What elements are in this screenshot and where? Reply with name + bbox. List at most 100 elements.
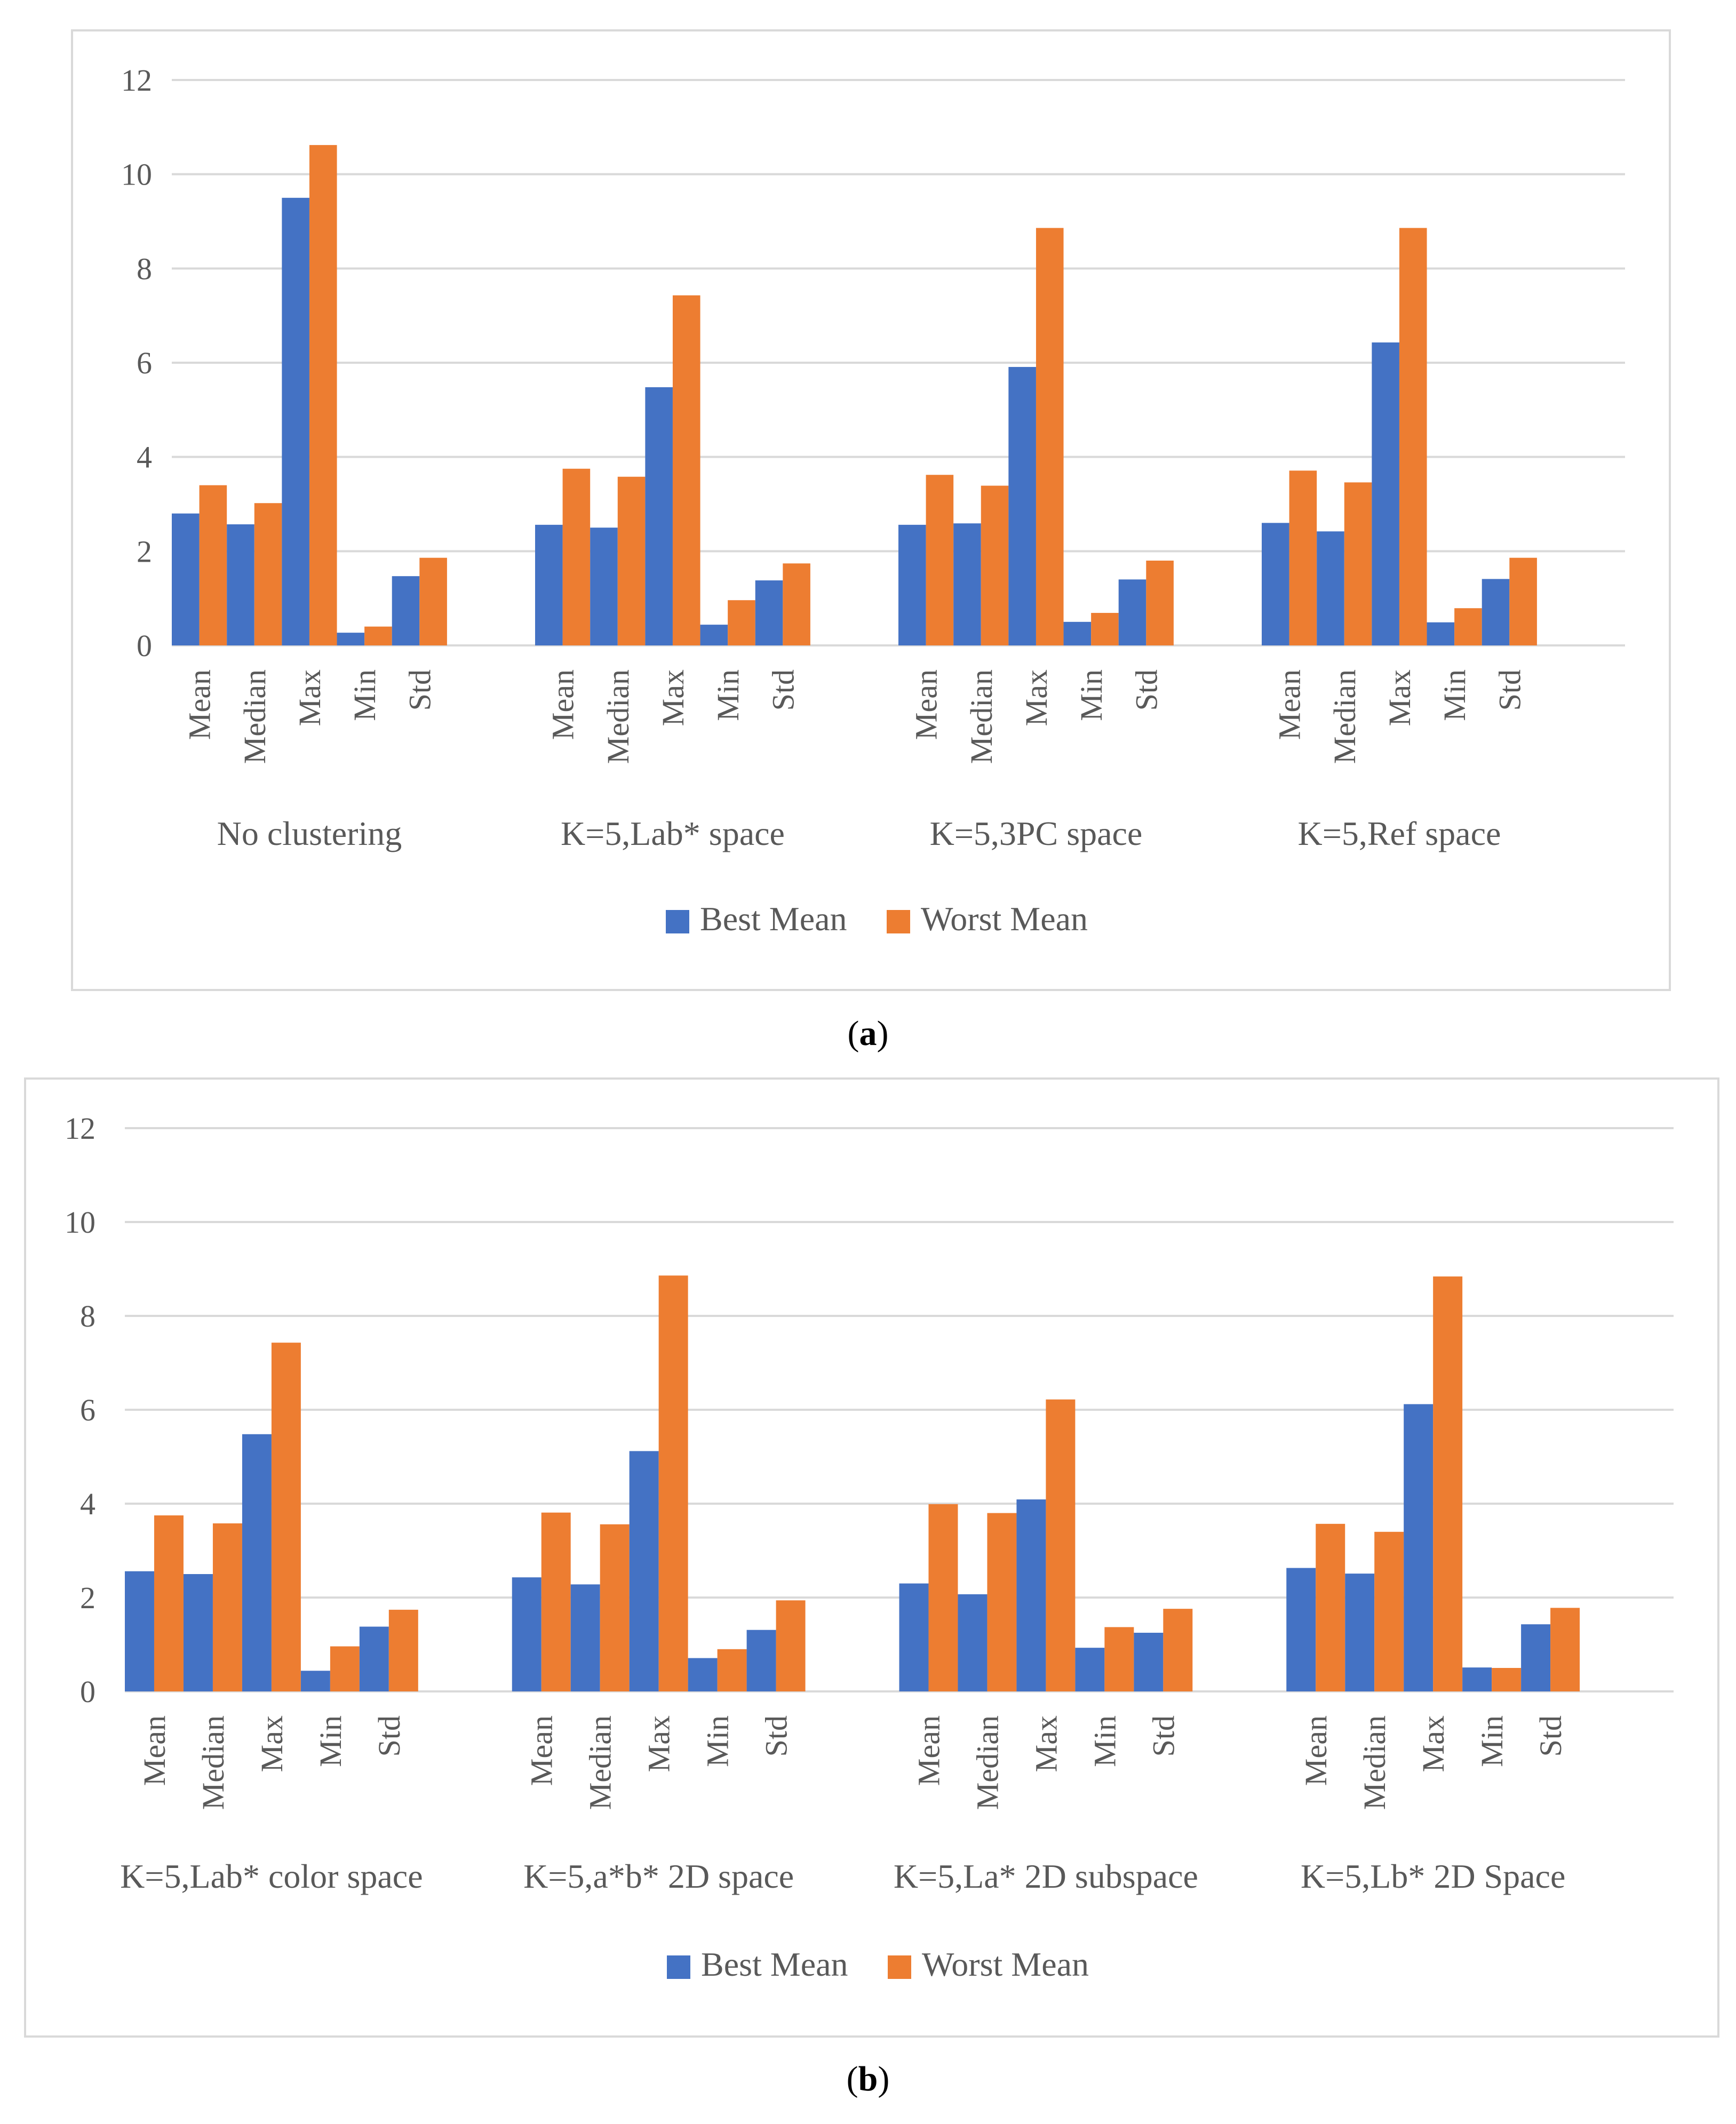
x-category-label: Std (1492, 669, 1527, 710)
x-category-label: Mean (1299, 1715, 1333, 1786)
legend-swatch-worst (888, 1955, 911, 1979)
bar-worst-mean (600, 1524, 630, 1691)
x-category-label: Min (1475, 1715, 1509, 1767)
x-category-label: Min (1074, 669, 1109, 721)
legend-label-best: Best Mean (701, 1945, 848, 1983)
legend-swatch-worst (887, 910, 910, 933)
y-tick-label: 2 (80, 1580, 95, 1615)
x-group-label: K=5,Ref space (1298, 815, 1501, 852)
x-category-label: Std (372, 1715, 407, 1756)
x-category-label: Mean (546, 669, 580, 740)
chart-panel-b: 0 2 4 6 8 10 12 Mean Median Max Min Std K=5,Lab* col… (24, 1077, 1719, 2038)
bar-best-mean (899, 1583, 929, 1691)
x-category-label: Max (1019, 669, 1054, 726)
legend-label-worst: Worst Mean (921, 900, 1088, 938)
bar-best-mean (645, 387, 673, 645)
bar-best-mean (1427, 622, 1455, 645)
bar-worst-mean (1316, 1523, 1345, 1691)
x-category-label: Std (1129, 669, 1164, 710)
bar-best-mean (512, 1577, 541, 1691)
caption-b: (b) (846, 2059, 890, 2098)
bar-best-mean (1286, 1568, 1316, 1691)
x-group-label: K=5,a*b* 2D space (523, 1857, 794, 1895)
bar-best-mean (1482, 579, 1510, 645)
bar-worst-mean (330, 1646, 360, 1691)
bar-best-mean (1016, 1499, 1046, 1691)
bar-worst-mean (154, 1515, 184, 1691)
bar-best-mean (570, 1584, 600, 1691)
bar-best-mean (535, 524, 563, 645)
bar-worst-mean (541, 1512, 571, 1691)
y-tick-label: 6 (80, 1393, 95, 1427)
bar-worst-mean (783, 563, 810, 645)
bar-worst-mean (776, 1600, 806, 1691)
legend-label-best: Best Mean (700, 900, 847, 938)
x-category-label: Min (711, 669, 745, 721)
caption-b-letter: b (858, 2059, 878, 2098)
bar-worst-mean (1550, 1608, 1580, 1691)
bar-worst-mean (419, 557, 447, 645)
caption-a-letter: a (859, 1014, 877, 1053)
bar-worst-mean (1433, 1276, 1463, 1691)
x-category-label: Mean (137, 1715, 172, 1786)
bar-worst-mean (1374, 1531, 1404, 1691)
bar-best-mean (172, 513, 200, 645)
bar-best-mean (359, 1626, 389, 1691)
bar-best-mean (1404, 1404, 1434, 1691)
x-category-label: Median (970, 1715, 1005, 1810)
bar-worst-mean (212, 1523, 242, 1691)
chart-a: 0 2 4 6 8 10 12 Mean Median Max Min Std No clusterin… (121, 63, 1625, 938)
bar-worst-mean (987, 1513, 1017, 1691)
bar-best-mean (958, 1594, 988, 1691)
bar-worst-mean (658, 1275, 688, 1691)
bar-best-mean (898, 524, 926, 645)
bar-best-mean (1462, 1667, 1492, 1691)
x-category-label: Median (237, 669, 272, 764)
x-category-label: Median (196, 1715, 230, 1810)
bar-best-mean (337, 633, 365, 645)
x-category-label: Min (347, 669, 382, 721)
bar-best-mean (1521, 1624, 1551, 1691)
legend: Best Mean Worst Mean (667, 1945, 1089, 1983)
x-category-label: Median (1327, 669, 1362, 764)
y-tick-label: 0 (80, 1674, 95, 1709)
x-category-label: Mean (909, 669, 944, 740)
bar-worst-mean (271, 1343, 301, 1691)
x-category-label: Max (1382, 669, 1417, 726)
x-category-label: Mean (1272, 669, 1307, 740)
x-category-label: Max (1416, 1715, 1451, 1772)
x-category-label: Max (1029, 1715, 1063, 1772)
y-tick-label: 4 (80, 1487, 95, 1521)
y-tick-label: 4 (137, 440, 152, 475)
x-category-label: Min (313, 1715, 348, 1767)
y-tick-label: 12 (65, 1111, 95, 1146)
bar-best-mean (300, 1671, 330, 1691)
x-category-label: Min (1437, 669, 1472, 721)
y-tick-label: 10 (121, 157, 152, 192)
bar-best-mean (746, 1630, 776, 1691)
bar-worst-mean (309, 145, 337, 645)
bar-best-mean (392, 576, 420, 645)
x-category-label: Mean (911, 1715, 946, 1786)
bar-best-mean (700, 625, 728, 645)
bar-worst-mean (254, 503, 282, 645)
x-category-label: Mean (524, 1715, 559, 1786)
bar-worst-mean (672, 295, 700, 645)
bar-worst-mean (928, 1504, 958, 1691)
x-category-label: Std (1533, 1715, 1568, 1756)
bar-best-mean (953, 523, 981, 645)
bar-best-mean (1118, 579, 1146, 645)
bar-worst-mean (1036, 228, 1064, 645)
x-group-label: K=5,La* 2D subspace (894, 1857, 1198, 1895)
bar-best-mean (1262, 523, 1289, 645)
y-tick-label: 0 (137, 628, 152, 663)
legend-label-worst: Worst Mean (922, 1945, 1089, 1983)
bar-worst-mean (717, 1649, 747, 1691)
bar-best-mean (242, 1434, 272, 1691)
bar-worst-mean (926, 475, 954, 645)
x-category-label: Max (656, 669, 690, 726)
x-category-label: Median (1357, 1715, 1392, 1810)
bar-worst-mean (1399, 228, 1427, 645)
chart-panel-a: 0 2 4 6 8 10 12 Mean Median Max Min Std No clusterin… (71, 29, 1671, 991)
bar-worst-mean (1289, 470, 1317, 645)
